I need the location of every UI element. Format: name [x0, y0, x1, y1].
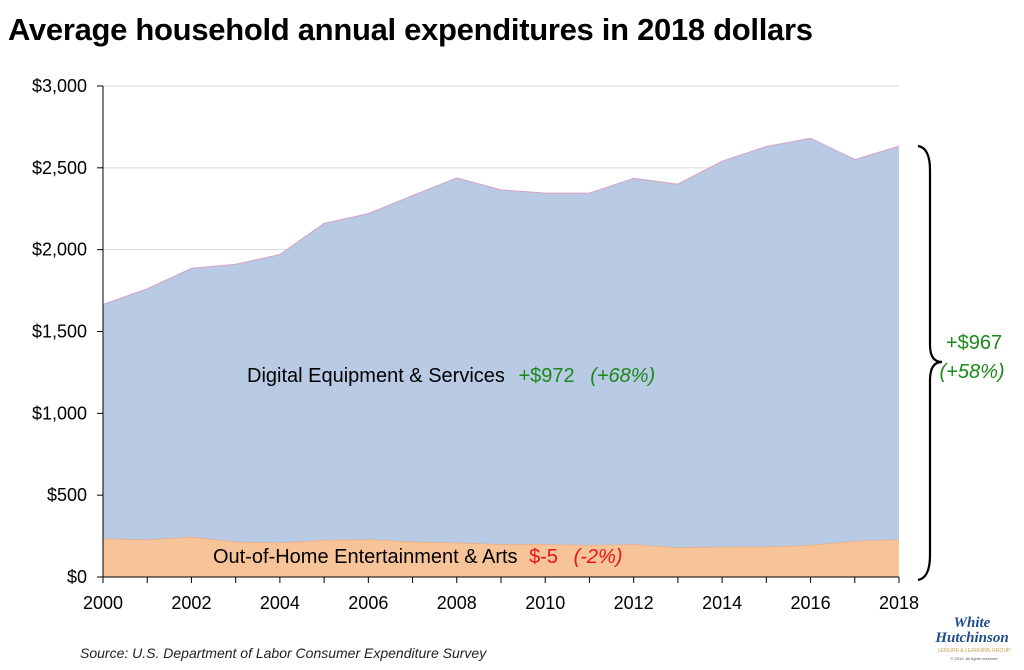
entertainment-top-line: [102, 536, 900, 549]
total-change-pct: (+58%): [939, 361, 1004, 383]
y-tick-label: $0: [67, 567, 87, 587]
x-tick-label: 2006: [348, 593, 388, 613]
svg-text:LEISURE & LEARNING GROUP: LEISURE & LEARNING GROUP: [938, 648, 1011, 654]
company-logo: White Hutchinson LEISURE & LEARNING GROU…: [934, 615, 1011, 661]
annotations: Digital Equipment & Services +$972 (+68%…: [213, 144, 1005, 582]
y-tick-label: $1,500: [32, 322, 87, 342]
y-tick-label: $2,500: [32, 158, 87, 178]
y-tick-label: $2,000: [32, 240, 87, 260]
chart-title: Average household annual expenditures in…: [8, 12, 813, 47]
stacked-areas: [102, 137, 900, 577]
digital-top-line: [102, 137, 900, 306]
x-tick-labels: 2000 2002 2004 2006 2008 2010 2012 2014 2016 2018: [83, 577, 919, 613]
y-tick-label: $3,000: [32, 76, 87, 96]
digital-area: [103, 138, 899, 548]
svg-text:Hutchinson: Hutchinson: [934, 630, 1008, 646]
x-tick-label: 2004: [260, 593, 300, 613]
svg-text:© 2019, All rights reserved: © 2019, All rights reserved: [951, 656, 998, 661]
entertainment-area: [103, 536, 899, 577]
digital-change-value: +$972: [518, 365, 574, 387]
digital-series-label: Digital Equipment & Services +$972 (+68%…: [247, 365, 655, 387]
x-tick-label: 2016: [791, 593, 831, 613]
entertainment-series-label: Out-of-Home Entertainment & Arts $-5 (-2…: [213, 546, 622, 568]
x-tick-label: 2014: [702, 593, 742, 613]
entertainment-change-value: $-5: [529, 546, 558, 568]
digital-change-pct: (+68%): [590, 365, 655, 387]
x-tick-label: 2000: [83, 593, 123, 613]
x-tick-label: 2010: [525, 593, 565, 613]
entertainment-series-name: Out-of-Home Entertainment & Arts: [213, 546, 518, 568]
y-tick-label: $1,000: [32, 403, 87, 423]
x-tick-label: 2012: [614, 593, 654, 613]
svg-text:White: White: [954, 615, 991, 631]
total-brace: [917, 144, 943, 582]
y-tick-label: $500: [47, 485, 87, 505]
x-tick-label: 2018: [879, 593, 919, 613]
total-change-value: +$967: [946, 332, 1002, 354]
digital-series-name: Digital Equipment & Services: [247, 365, 505, 387]
x-tick-label: 2002: [171, 593, 211, 613]
x-tick-label: 2008: [437, 593, 477, 613]
source-note: Source: U.S. Department of Labor Consume…: [80, 645, 487, 661]
y-tick-labels: $0 $500 $1,000 $1,500 $2,000 $2,500 $3,000: [32, 76, 103, 587]
entertainment-change-pct: (-2%): [574, 546, 623, 568]
